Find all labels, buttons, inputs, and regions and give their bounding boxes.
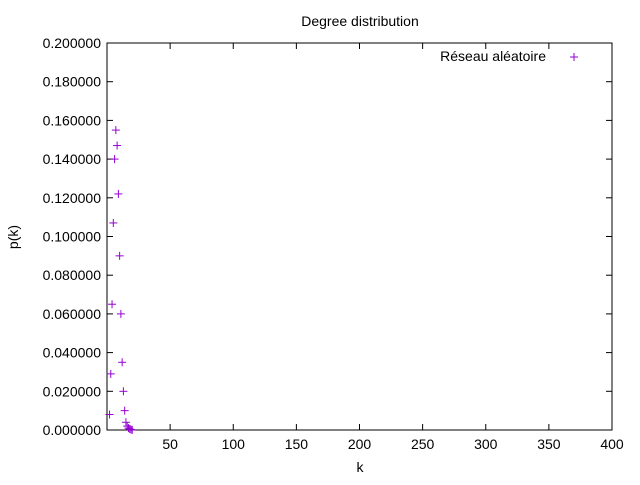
- x-tick-label: 200: [348, 436, 372, 452]
- y-tick-label: 0.020000: [43, 383, 102, 399]
- y-tick-label: 0.000000: [43, 422, 102, 438]
- x-tick-label: 150: [285, 436, 309, 452]
- y-tick-label: 0.120000: [43, 190, 102, 206]
- legend: Réseau aléatoire: [440, 48, 578, 64]
- legend-label-reseau-aleatoire: Réseau aléatoire: [440, 48, 546, 64]
- data-point: [105, 410, 114, 419]
- data-point: [109, 218, 118, 227]
- data-point: [115, 251, 124, 260]
- legend-marker: [570, 53, 578, 61]
- data-point: [113, 141, 122, 150]
- data-point: [110, 155, 119, 164]
- axis-ticks: 50 100 150 200 250 300 350 400 0.000000 0.020000 0…: [43, 35, 624, 452]
- y-tick-label: 0.200000: [43, 35, 102, 51]
- x-tick-label: 50: [162, 436, 178, 452]
- y-tick-label: 0.160000: [43, 112, 102, 128]
- y-tick-label: 0.080000: [43, 267, 102, 283]
- data-point: [120, 406, 129, 415]
- y-axis-title: p(k): [5, 225, 21, 249]
- data-point: [128, 425, 137, 434]
- data-point: [108, 300, 117, 309]
- data-point: [116, 309, 125, 318]
- data-point: [118, 358, 127, 367]
- y-tick-label: 0.180000: [43, 74, 102, 90]
- data-point: [121, 418, 130, 427]
- data-point: [106, 369, 115, 378]
- chart-title: Degree distribution: [301, 13, 419, 29]
- x-tick-label: 250: [411, 436, 435, 452]
- x-tick-label: 350: [537, 436, 561, 452]
- y-tick-label: 0.100000: [43, 229, 102, 245]
- y-tick-label: 0.040000: [43, 345, 102, 361]
- x-tick-label: 100: [222, 436, 246, 452]
- plot-frame: [106, 42, 613, 431]
- y-tick-label: 0.060000: [43, 306, 102, 322]
- y-tick-label: 0.140000: [43, 151, 102, 167]
- x-tick-label: 300: [474, 436, 498, 452]
- data-point: [119, 387, 128, 396]
- x-axis-title: k: [357, 459, 365, 475]
- x-tick-label: 400: [600, 436, 624, 452]
- data-point: [114, 189, 123, 198]
- data-points: [105, 126, 137, 434]
- data-point: [111, 126, 120, 135]
